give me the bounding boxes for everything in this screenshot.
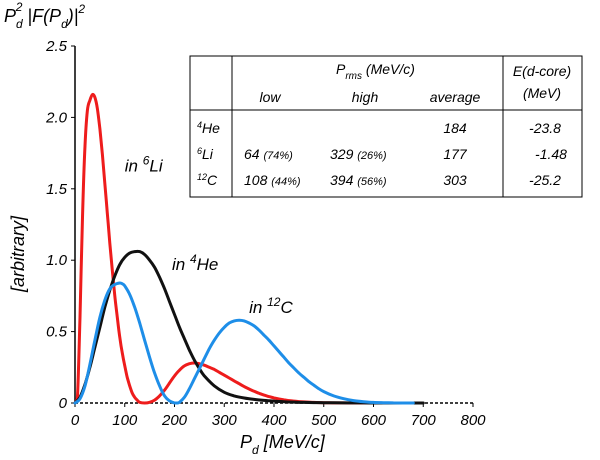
table-average-cell: 303 <box>443 172 467 188</box>
x-tick-label: 500 <box>311 412 337 429</box>
table-nucleus-cell: 4He <box>197 120 220 136</box>
y-tick-label: 0.5 <box>46 324 68 341</box>
table-prms-header: Prms (MeV/c) <box>336 61 415 82</box>
table-border <box>189 55 583 198</box>
y-tick-label: 0 <box>59 395 68 412</box>
y-tick-label: 2.5 <box>45 38 68 55</box>
table-energy-header-line1: E(d-core) <box>513 63 571 79</box>
table-subheader-low: low <box>259 89 281 105</box>
table-nucleus-cell: 6Li <box>197 146 214 162</box>
curve-annotation: in 12C <box>249 295 293 317</box>
series-layer <box>73 92 425 405</box>
x-tick-label: 100 <box>112 412 138 429</box>
table-energy-header-line2: (MeV) <box>523 85 561 101</box>
table-subheader-high: high <box>352 89 379 105</box>
chart-title: Pd2 |F(Pd)|2 <box>4 0 85 31</box>
table-low-cell: 64 (74%) <box>244 146 293 162</box>
table-energy-cell: -23.8 <box>529 120 561 136</box>
table-high-cell: 329 (26%) <box>330 146 387 162</box>
y-tick-label: 1.0 <box>46 252 68 269</box>
curve-annotation: in 4He <box>172 252 218 274</box>
y-tick-label: 2.0 <box>45 109 68 126</box>
y-tick-label: 1.5 <box>46 181 68 198</box>
x-tick-label: 400 <box>261 412 287 429</box>
x-tick-label: 300 <box>212 412 238 429</box>
table-row: 6Li 64 (74%) 329 (26%) 177 -1.48 <box>197 146 567 162</box>
table-energy-cell: -25.2 <box>529 172 561 188</box>
axes: 0 0.5 1.0 1.5 2.0 2.5 0 100 200 300 400 500 600 700 80… <box>45 38 486 429</box>
series-line-1 <box>73 249 425 405</box>
table-row: 4He 184 -23.8 <box>197 120 561 136</box>
x-tick-label: 800 <box>460 412 486 429</box>
table-row: 12C 108 (44%) 394 (56%) 303 -25.2 <box>197 172 561 188</box>
table-average-cell: 184 <box>443 120 467 136</box>
rms-momentum-table: Prms (MeV/c) E(d-core) (MeV) low high av… <box>189 55 583 198</box>
table-energy-cell: -1.48 <box>535 146 567 162</box>
x-tick-label: 700 <box>411 412 437 429</box>
x-axis-label: Pd [MeV/c] <box>240 432 326 457</box>
x-tick-label: 0 <box>71 412 80 429</box>
table-subheader-average: average <box>430 89 481 105</box>
y-axis-label: [arbitrary] <box>8 215 28 293</box>
x-tick-label: 600 <box>361 412 387 429</box>
table-low-cell: 108 (44%) <box>244 172 301 188</box>
table-average-cell: 177 <box>443 146 468 162</box>
table-nucleus-cell: 12C <box>197 172 218 188</box>
series-line-2 <box>73 281 415 405</box>
x-tick-label: 200 <box>161 412 188 429</box>
table-high-cell: 394 (56%) <box>330 172 387 188</box>
curve-annotation: in 6Li <box>125 154 164 176</box>
annotation-layer: in 6Li in 4He in 12C <box>125 154 294 317</box>
